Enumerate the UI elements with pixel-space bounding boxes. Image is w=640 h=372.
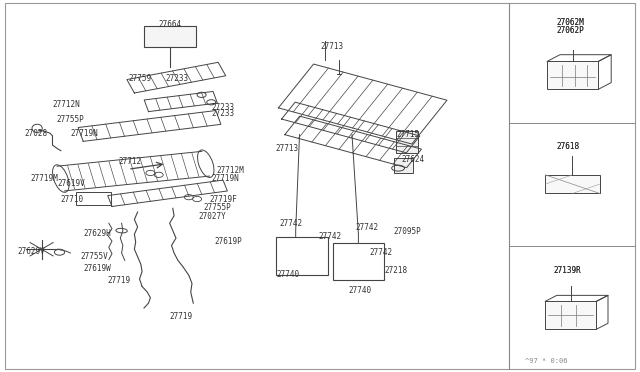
Text: 27742: 27742	[319, 232, 342, 241]
Text: 27619V: 27619V	[58, 179, 85, 188]
Text: 27028: 27028	[24, 129, 47, 138]
Text: 27062M: 27062M	[557, 18, 584, 27]
Text: 27712M: 27712M	[216, 166, 244, 175]
Text: 27719: 27719	[108, 276, 131, 285]
Text: 27719: 27719	[170, 312, 193, 321]
Text: 27062P: 27062P	[557, 26, 584, 35]
Text: 27712: 27712	[118, 157, 141, 166]
Text: 27233: 27233	[211, 103, 234, 112]
Text: 27759: 27759	[128, 74, 151, 83]
Bar	[545, 301, 596, 329]
Text: 27624: 27624	[402, 155, 425, 164]
Text: 27710: 27710	[61, 195, 84, 203]
Text: 27062M: 27062M	[557, 18, 584, 27]
Text: 27139R: 27139R	[554, 266, 581, 275]
Text: 27755P: 27755P	[56, 115, 84, 124]
Text: 27139R: 27139R	[554, 266, 581, 275]
Text: 27740: 27740	[349, 286, 372, 295]
Text: ^97 * 0:06: ^97 * 0:06	[525, 358, 567, 364]
Text: 27742: 27742	[355, 223, 378, 232]
Bar	[547, 61, 598, 89]
Bar	[394, 158, 413, 173]
Text: 27619W: 27619W	[83, 264, 111, 273]
Text: 27664: 27664	[158, 20, 181, 29]
Bar	[545, 175, 600, 193]
Text: 27755P: 27755P	[204, 203, 231, 212]
Text: 27062P: 27062P	[557, 26, 584, 35]
Text: 27618: 27618	[557, 142, 580, 151]
Text: 27618: 27618	[557, 142, 580, 151]
Text: 27233: 27233	[165, 74, 188, 83]
Bar	[144, 26, 196, 46]
Bar	[333, 243, 384, 280]
Text: 27755V: 27755V	[80, 252, 108, 261]
Text: 27719N: 27719N	[70, 129, 98, 138]
Bar	[396, 131, 418, 153]
Text: 27713: 27713	[320, 42, 343, 51]
Text: 27027Y: 27027Y	[198, 212, 226, 221]
Text: 27715: 27715	[397, 130, 420, 139]
Text: 27719F: 27719F	[210, 195, 237, 203]
Text: 27712N: 27712N	[52, 100, 80, 109]
Text: 27713: 27713	[275, 144, 298, 153]
Text: 27233: 27233	[211, 109, 234, 118]
Text: 27629H: 27629H	[83, 229, 111, 238]
Text: 27740: 27740	[276, 270, 300, 279]
Text: 27742: 27742	[370, 248, 393, 257]
Bar	[276, 237, 328, 275]
Text: 27629V: 27629V	[18, 247, 45, 256]
Text: 27095P: 27095P	[394, 227, 421, 236]
Text: 27742: 27742	[279, 219, 302, 228]
Text: 27218: 27218	[384, 266, 407, 275]
Text: 27619P: 27619P	[214, 237, 242, 246]
Text: 27719N: 27719N	[211, 174, 239, 183]
Text: 27719M: 27719M	[31, 174, 58, 183]
Bar	[76, 192, 111, 205]
